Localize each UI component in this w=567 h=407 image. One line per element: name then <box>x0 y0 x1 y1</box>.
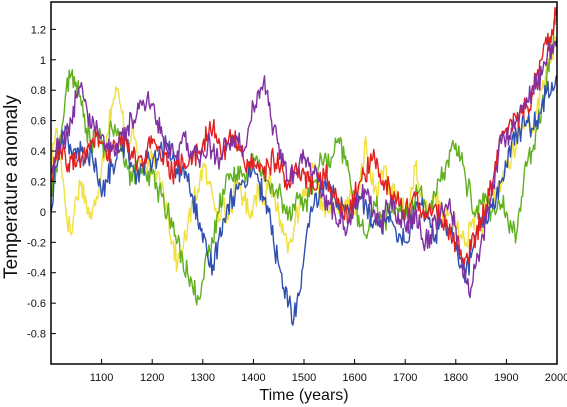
y-tick-label: -0.8 <box>27 329 46 341</box>
series-line-3 <box>50 74 558 326</box>
x-tick-label: 1200 <box>140 372 164 384</box>
y-tick-label: -0.2 <box>27 237 46 249</box>
series-line-5 <box>50 36 558 299</box>
y-tick-label: -0.6 <box>27 298 46 310</box>
x-tick-label: 1600 <box>342 372 366 384</box>
series-layer <box>50 6 558 326</box>
y-tick-label: 0.8 <box>31 85 46 97</box>
y-tick-label: 1.2 <box>31 24 46 36</box>
x-tick-label: 1400 <box>241 372 265 384</box>
y-tick-label: 1 <box>40 55 46 67</box>
x-tick-label: 1100 <box>90 372 114 384</box>
series-line-4 <box>50 6 558 267</box>
y-tick-label: -0.4 <box>27 268 46 280</box>
series-line-1 <box>50 35 558 272</box>
plot-frame <box>50 1 558 365</box>
y-tick-label: 0 <box>40 207 46 219</box>
x-tick-label: 1900 <box>494 372 518 384</box>
x-tick-label: 1800 <box>444 372 468 384</box>
y-axis-title: Temperature anomaly <box>1 95 22 279</box>
x-tick-label: 1500 <box>292 372 316 384</box>
x-tick-label: 1700 <box>393 372 417 384</box>
y-tick-label: 0.4 <box>31 146 46 158</box>
x-axis-title: Time (years) <box>259 387 348 404</box>
x-tick-label: 1300 <box>191 372 215 384</box>
x-tick-label: 2000 <box>545 372 567 384</box>
y-tick-label: 0.6 <box>31 116 46 128</box>
tick-layer: -0.8 -0.6 -0.4 -0.2 0 0.2 0.4 0.6 0.8 1 1.2 1100 120… <box>27 24 567 384</box>
y-tick-label: 0.2 <box>31 176 46 188</box>
